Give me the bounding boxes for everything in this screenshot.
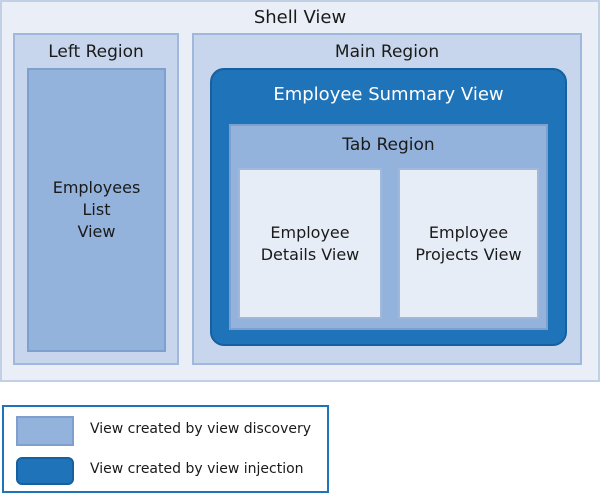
- left-region-title: Left Region: [48, 42, 144, 62]
- employees-list-view: Employees List View: [27, 68, 166, 352]
- legend-swatch-injection: [16, 457, 74, 485]
- tab-region-title: Tab Region: [342, 135, 435, 155]
- employee-details-view-label-line1: Employee: [270, 222, 350, 242]
- main-region-title: Main Region: [334, 42, 440, 62]
- employees-list-view-label-line1: Employees List: [52, 178, 141, 219]
- legend: View created by view discovery View crea…: [2, 405, 329, 493]
- employees-list-view-label: Employees List View: [29, 177, 164, 243]
- legend-label-injection: View created by view injection: [90, 461, 304, 477]
- shell-view-title: Shell View: [253, 7, 347, 28]
- legend-label-discovery: View created by view discovery: [90, 421, 312, 437]
- legend-swatch-discovery: [16, 416, 74, 446]
- employee-projects-view: Employee Projects View: [398, 168, 539, 319]
- employee-details-view-label: Employee Details View: [240, 222, 380, 266]
- employee-details-view: Employee Details View: [238, 168, 382, 319]
- employee-projects-view-label: Employee Projects View: [400, 222, 537, 266]
- employee-details-view-label-line2: Details View: [260, 244, 360, 264]
- employee-projects-view-label-line1: Employee: [428, 222, 509, 242]
- employees-list-view-label-line2: View: [77, 222, 116, 241]
- employee-projects-view-label-line2: Projects View: [415, 244, 522, 264]
- employee-summary-view-title: Employee Summary View: [273, 84, 504, 105]
